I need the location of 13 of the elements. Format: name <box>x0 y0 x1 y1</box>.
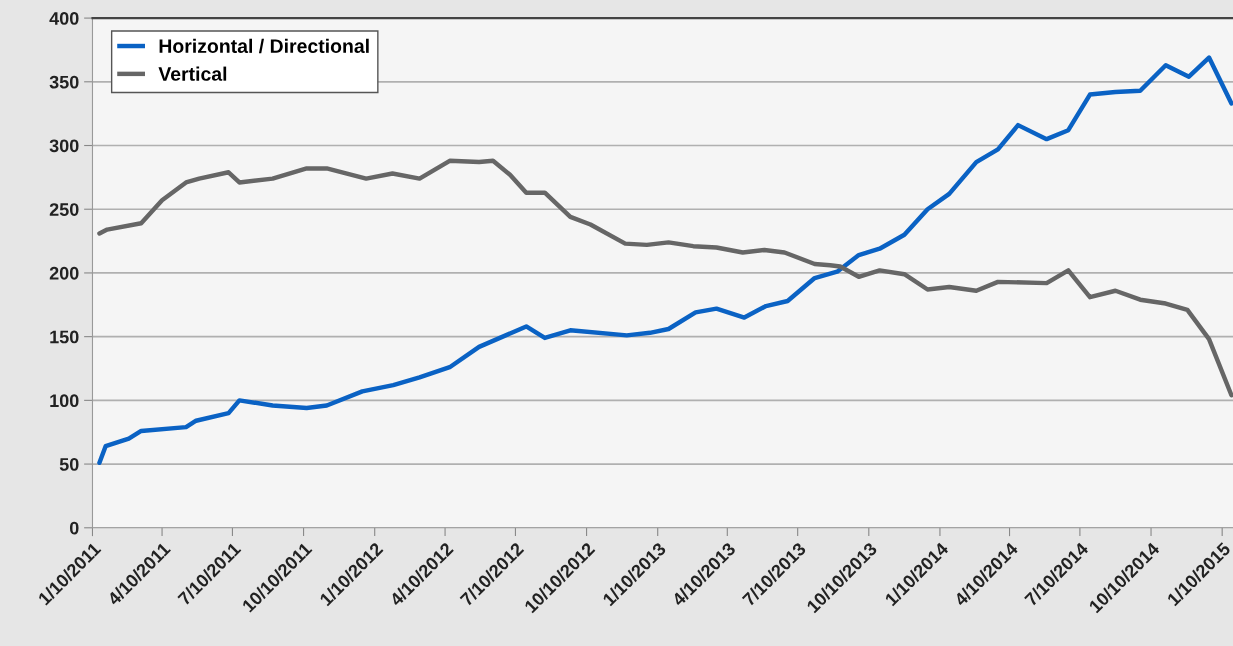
y-tick-label: 300 <box>49 139 79 153</box>
y-tick-label: 200 <box>49 266 79 280</box>
y-tick-label: 250 <box>49 203 79 216</box>
y-tick-label: 50 <box>59 458 79 471</box>
line-series <box>97 158 1233 398</box>
y-tick-label: 400 <box>49 12 79 25</box>
legend-label: Horizontal / Directional <box>159 38 369 54</box>
line-series <box>97 55 1233 466</box>
legend-label: Vertical <box>158 66 227 81</box>
y-tick-label: 0 <box>69 521 79 535</box>
y-tick-label: 350 <box>49 75 79 89</box>
y-tick-label: 150 <box>50 330 79 344</box>
y-tick-label: 100 <box>50 394 79 408</box>
